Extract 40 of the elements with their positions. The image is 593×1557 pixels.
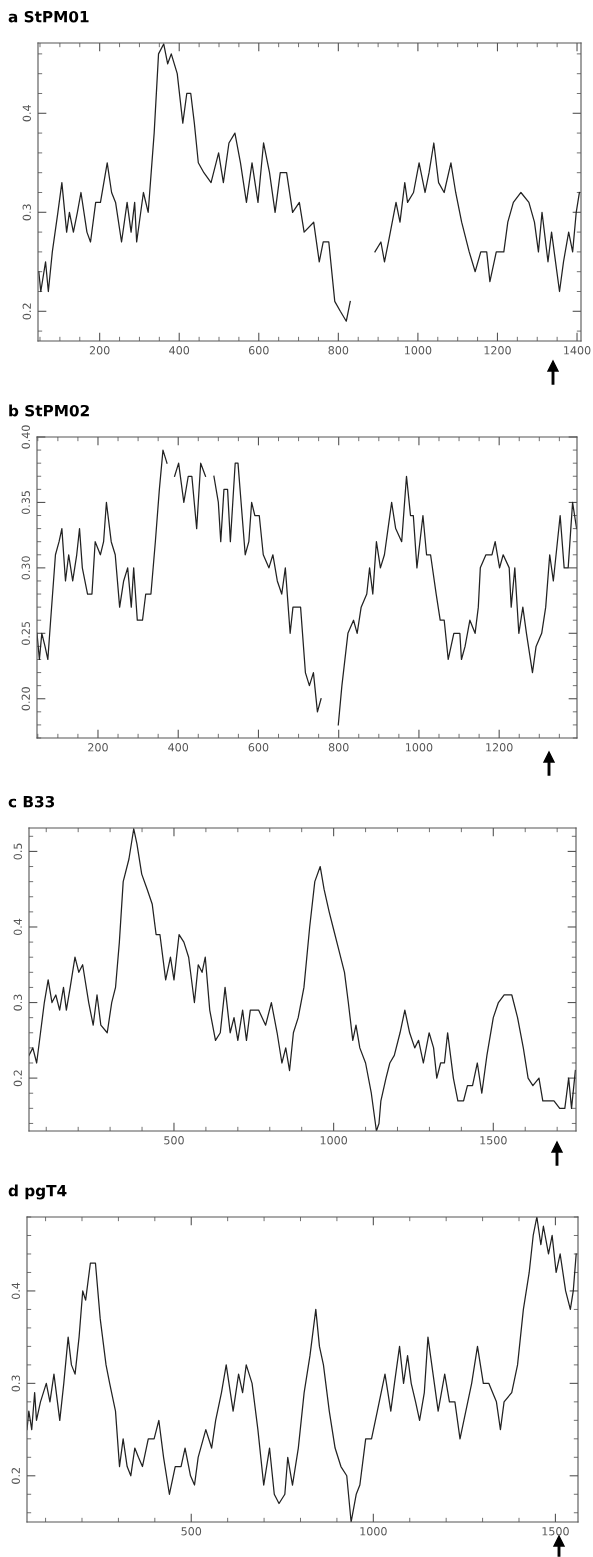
line-series xyxy=(29,828,576,1131)
y-tick-label: 0.3 xyxy=(11,1375,20,1392)
x-tick-label: 1500 xyxy=(542,1527,569,1536)
x-tick-label: 800 xyxy=(328,346,349,355)
x-tick-label: 1200 xyxy=(486,743,513,752)
x-tick-label: 1000 xyxy=(360,1527,387,1536)
x-tick-label: 500 xyxy=(164,1136,184,1145)
y-tick-label: 0.4 xyxy=(22,105,31,122)
x-tick-label: 600 xyxy=(248,346,269,355)
x-tick-label: 600 xyxy=(248,743,269,752)
x-tick-label: 1000 xyxy=(406,743,433,752)
y-tick-label: 0.4 xyxy=(13,918,22,936)
x-tick-label: 1200 xyxy=(484,346,511,355)
y-tick-label: 0.30 xyxy=(21,556,30,580)
y-tick-label: 0.3 xyxy=(22,204,31,221)
y-tick-label: 0.2 xyxy=(22,303,31,320)
x-tick-label: 200 xyxy=(89,346,110,355)
y-tick-label: 0.40 xyxy=(21,425,30,449)
y-tick-label: 0.4 xyxy=(11,1282,20,1300)
y-tick-label: 0.25 xyxy=(21,621,30,645)
line-series xyxy=(27,1217,577,1522)
chart-title: c B33 xyxy=(8,795,55,808)
y-tick-label: 0.2 xyxy=(13,1070,22,1087)
x-tick-label: 200 xyxy=(88,743,108,752)
chart-title: a StPM01 xyxy=(8,10,89,23)
x-tick-label: 1400 xyxy=(564,346,591,355)
y-tick-label: 0.20 xyxy=(21,687,30,711)
x-tick-label: 1500 xyxy=(480,1136,507,1145)
x-tick-label: 400 xyxy=(168,743,189,752)
y-tick-label: 0.2 xyxy=(11,1468,20,1484)
y-tick-label: 0.5 xyxy=(13,843,22,860)
x-tick-label: 1000 xyxy=(404,346,432,355)
y-tick-label: 0.3 xyxy=(13,994,22,1011)
y-tick-label: 0.35 xyxy=(21,491,30,515)
x-tick-label: 800 xyxy=(328,743,349,752)
x-tick-label: 500 xyxy=(181,1527,202,1536)
chart-title: d pgT4 xyxy=(8,1184,67,1200)
chart-title: b StPM02 xyxy=(9,404,89,417)
x-tick-label: 1000 xyxy=(320,1136,348,1145)
x-tick-label: 400 xyxy=(169,346,190,355)
